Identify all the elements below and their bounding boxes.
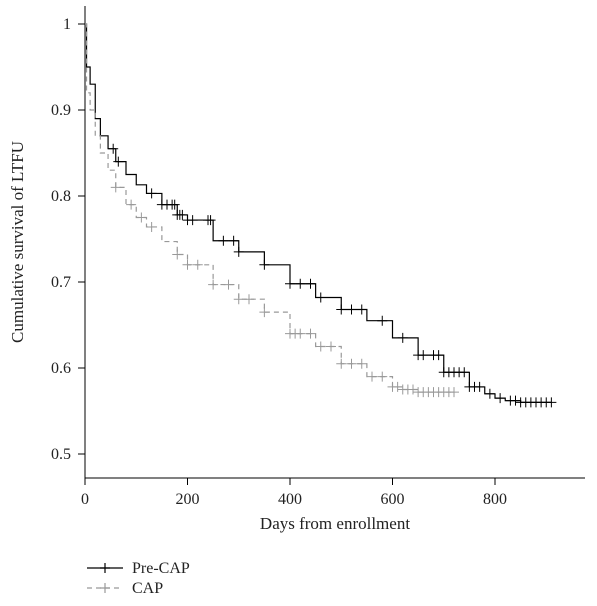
series-line-pre-cap	[85, 23, 552, 403]
censor-mark-pre-cap	[510, 395, 521, 406]
legend-marker-pre-cap	[100, 563, 110, 573]
y-axis-label: Cumulative survival of LTFU	[8, 141, 27, 343]
y-tick-label: 0.6	[51, 360, 71, 377]
censor-mark-pre-cap	[474, 381, 485, 392]
censor-mark-pre-cap	[113, 156, 124, 167]
censor-mark-pre-cap	[187, 215, 198, 226]
x-tick-label: 800	[483, 491, 507, 508]
censor-mark-pre-cap	[146, 188, 157, 199]
censor-mark-cap	[295, 328, 306, 339]
censor-mark-cap	[449, 387, 459, 398]
censor-mark-pre-cap	[285, 278, 295, 289]
censor-mark-pre-cap	[397, 332, 408, 343]
x-axis-label: Days from enrollment	[260, 514, 410, 533]
x-tick-label: 600	[381, 491, 405, 508]
censor-mark-pre-cap	[546, 397, 557, 408]
censor-mark-pre-cap	[418, 350, 429, 361]
x-tick-label: 400	[278, 491, 302, 508]
y-ticks: 0.5 0.6 0.7 0.8 0.9 1	[51, 16, 85, 463]
x-tick-label: 200	[176, 491, 200, 508]
censor-mark-cap	[356, 358, 367, 369]
censor-mark-cap	[146, 221, 157, 232]
censor-mark-pre-cap	[108, 143, 119, 154]
legend-label-cap: CAP	[132, 580, 163, 597]
series-layer	[85, 23, 557, 408]
censor-mark-pre-cap	[484, 388, 495, 399]
plot-area: 0 200 400 600 800 0.5 0.6 0.7 0.8 0.9 1	[51, 6, 585, 508]
y-tick-label: 0.8	[51, 188, 71, 205]
y-tick-label: 0.9	[51, 102, 71, 119]
censor-mark-pre-cap	[169, 199, 180, 210]
censor-mark-pre-cap	[177, 209, 188, 220]
censor-mark-cap	[315, 341, 326, 352]
censor-mark-cap	[408, 384, 418, 395]
legend: Pre-CAP CAP	[87, 560, 190, 597]
censor-mark-pre-cap	[233, 246, 244, 257]
censor-mark-cap	[259, 307, 270, 318]
censor-mark-cap	[192, 259, 203, 270]
censor-mark-cap	[326, 341, 336, 352]
censor-mark-cap	[223, 279, 234, 290]
censor-mark-pre-cap	[356, 304, 367, 315]
censor-mark-cap	[346, 358, 357, 369]
censor-mark-cap	[172, 249, 183, 260]
censor-mark-pre-cap	[259, 259, 270, 270]
censor-mark-cap	[126, 199, 137, 210]
censor-mark-cap	[305, 328, 316, 339]
x-tick-label: 0	[81, 491, 89, 508]
x-ticks: 0 200 400 600 800	[81, 478, 507, 508]
censor-mark-cap	[233, 294, 244, 305]
censor-mark-cap	[182, 259, 193, 270]
censor-mark-pre-cap	[228, 235, 239, 246]
censor-mark-pre-cap	[495, 393, 506, 404]
censor-mark-pre-cap	[459, 367, 470, 378]
censor-mark-pre-cap	[295, 278, 306, 289]
censor-mark-pre-cap	[315, 292, 326, 303]
censor-mark-pre-cap	[218, 235, 229, 246]
censor-mark-pre-cap	[377, 315, 388, 326]
y-tick-label: 1	[63, 16, 71, 33]
censor-mark-pre-cap	[336, 304, 347, 315]
censor-mark-pre-cap	[205, 215, 216, 226]
legend-marker-cap	[100, 583, 110, 593]
censor-mark-pre-cap	[433, 350, 444, 361]
censor-mark-cap	[136, 212, 147, 223]
censor-mark-pre-cap	[346, 304, 357, 315]
censor-mark-cap	[208, 279, 219, 290]
censor-mark-cap	[336, 358, 347, 369]
censor-mark-cap	[244, 294, 254, 305]
censor-mark-cap	[377, 371, 388, 382]
censor-mark-cap	[392, 381, 403, 392]
censor-mark-pre-cap	[305, 278, 316, 289]
series-line-cap	[85, 23, 454, 393]
censor-mark-cap	[110, 182, 121, 193]
y-tick-label: 0.5	[51, 446, 71, 463]
legend-label-pre-cap: Pre-CAP	[132, 560, 190, 577]
y-tick-label: 0.7	[51, 274, 71, 291]
censor-mark-cap	[367, 371, 377, 382]
